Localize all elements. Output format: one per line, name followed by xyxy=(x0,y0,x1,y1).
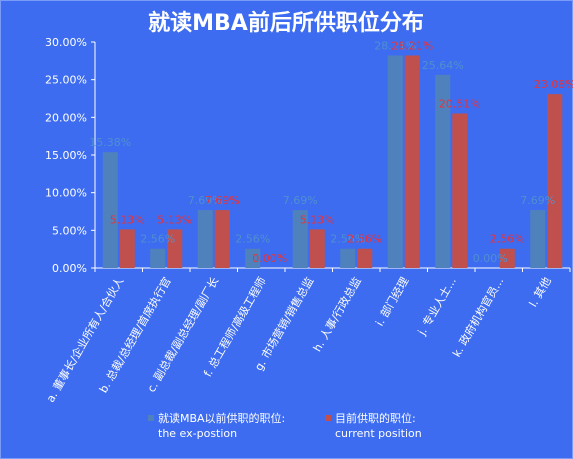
bar-series-1 xyxy=(435,74,451,268)
bar-series-2 xyxy=(452,113,468,268)
legend-swatch-series-2 xyxy=(325,415,331,421)
bar-series-2 xyxy=(404,55,420,268)
y-tick-label: 25.00% xyxy=(45,74,87,87)
legend-label-series-1: 就读MBA以前供职的职位: xyxy=(158,411,285,425)
legend: 就读MBA以前供职的职位: the ex-postion 目前供职的职位: curre… xyxy=(148,411,422,440)
data-label-series-1: 7.69% xyxy=(283,194,318,207)
data-label-series-1: 2.56% xyxy=(330,233,365,246)
bar-series-1 xyxy=(245,248,261,268)
bar-series-1 xyxy=(150,248,166,268)
y-tick-label: 20.00% xyxy=(45,111,87,124)
data-labels: 15.38% 2.56% 7.69% 2.56% 7.69% 2.56% 28.21% 25.… xyxy=(89,39,573,265)
bar-series-2 xyxy=(357,248,373,268)
data-label-series-1: 7.69% xyxy=(188,194,223,207)
data-label-series-1: 2.56% xyxy=(140,233,175,246)
bar-series-1 xyxy=(387,55,403,268)
y-axis: 0.00% 5.00% 10.00% 15.00% 20.00% 25.00% 30.00% xyxy=(45,36,96,275)
bar-series-1 xyxy=(102,152,118,268)
bar-series-2 xyxy=(547,94,563,268)
data-label-series-2: 23.08% xyxy=(534,78,573,91)
bar-series-1 xyxy=(292,210,308,268)
y-tick-label: 10.00% xyxy=(45,187,87,200)
bar-series-2 xyxy=(499,248,515,268)
data-label-series-2: 2.56% xyxy=(347,233,382,246)
data-label-series-2: 5.13% xyxy=(157,213,192,226)
data-label-series-1: 28.21% xyxy=(374,39,416,52)
data-label-series-2: 5.13% xyxy=(110,213,145,226)
data-label-series-2: 28.21% xyxy=(391,39,433,52)
y-tick-label: 15.00% xyxy=(45,149,87,162)
legend-label-series-2: current position xyxy=(335,427,422,440)
data-label-series-1: 15.38% xyxy=(89,136,131,149)
data-label-series-2: 0.00% xyxy=(252,252,287,265)
bars xyxy=(102,55,563,268)
data-label-series-2: 2.56% xyxy=(490,233,525,246)
bar-series-2 xyxy=(167,229,183,268)
bar-series-1 xyxy=(530,210,546,268)
data-label-series-1: 25.64% xyxy=(422,59,464,72)
y-tick-label: 30.00% xyxy=(45,36,87,49)
chart-title: 就读MBA前后所供职位分布 xyxy=(148,10,424,36)
bar-series-2 xyxy=(119,229,135,268)
data-label-series-2: 5.13% xyxy=(300,213,335,226)
data-label-series-1: 2.56% xyxy=(235,233,270,246)
bar-series-1 xyxy=(197,210,213,268)
legend-label-series-2: 目前供职的职位: xyxy=(335,411,416,425)
data-label-series-2: 20.51% xyxy=(439,97,481,110)
data-label-series-1: 0.00% xyxy=(473,252,508,265)
legend-swatch-series-1 xyxy=(148,415,154,421)
y-tick-label: 0.00% xyxy=(52,262,87,275)
legend-label-series-1: the ex-postion xyxy=(158,427,237,440)
y-tick-label: 5.00% xyxy=(52,224,87,237)
data-label-series-1: 7.69% xyxy=(520,194,555,207)
bar-series-1 xyxy=(340,248,356,268)
bar-series-2 xyxy=(214,210,230,268)
bar-series-2 xyxy=(309,229,325,268)
data-label-series-2: 7.69% xyxy=(205,194,240,207)
